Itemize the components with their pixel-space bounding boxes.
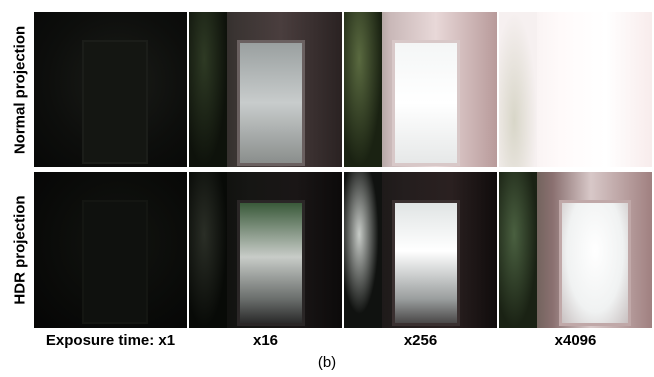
- door: [559, 200, 631, 326]
- row-label: HDR projection: [12, 195, 29, 304]
- door: [237, 200, 305, 326]
- plant: [189, 12, 227, 167]
- row-label: Normal projection: [12, 26, 29, 154]
- image: [499, 172, 652, 328]
- door: [392, 200, 460, 326]
- door: [237, 40, 305, 166]
- door: [392, 40, 460, 166]
- plant: [189, 172, 227, 328]
- column-label: Exposure time: x1: [34, 332, 187, 349]
- column-label: x16: [189, 332, 342, 349]
- door: [82, 200, 148, 324]
- plant: [344, 172, 382, 328]
- image: [34, 12, 187, 167]
- image: [499, 12, 652, 167]
- image: [344, 172, 497, 328]
- caption: (b): [0, 354, 654, 371]
- column-label: x4096: [499, 332, 652, 349]
- door: [82, 40, 148, 164]
- plant: [344, 12, 382, 167]
- column-label: x256: [344, 332, 497, 349]
- image: [34, 172, 187, 328]
- image: [189, 12, 342, 167]
- image: [189, 172, 342, 328]
- image: [344, 12, 497, 167]
- plant: [499, 172, 537, 328]
- plant: [499, 12, 537, 167]
- figure: Normal projection HDR projection Exposur…: [0, 0, 654, 377]
